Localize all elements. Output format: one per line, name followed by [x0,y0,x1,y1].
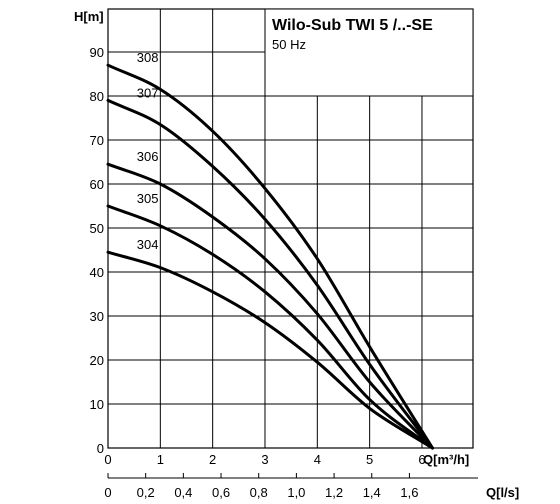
x2-axis-title: Q[l/s] [486,485,519,500]
x2-tick-label: 1,4 [363,485,381,500]
x-tick-label: 6 [418,452,425,467]
x-tick-label: 3 [261,452,268,467]
x2-tick-label: 0,6 [212,485,230,500]
y-tick-label: 80 [90,89,104,104]
y-tick-label: 20 [90,353,104,368]
curve-304 [106,250,434,450]
x-tick-labels: 0 1 2 3 4 5 6 [104,452,425,467]
x2-tick-label: 0,4 [174,485,192,500]
y-tick-label: 90 [90,45,104,60]
x2-tick-label: 1,2 [325,485,343,500]
x-tick-label: 1 [157,452,164,467]
x-tick-label: 2 [209,452,216,467]
x-axis-title: Q[m³/h] [423,452,469,467]
curve-307 [106,98,434,450]
curve-308 [106,63,434,450]
y-tick-label: 30 [90,309,104,324]
curve-label-308: 308 [137,50,159,65]
y-tick-labels: 0 10 20 30 40 50 60 70 80 90 [90,45,104,456]
x2-tick-label: 0,2 [137,485,155,500]
y-tick-label: 50 [90,221,104,236]
curve-label-306: 306 [137,149,159,164]
y-tick-label: 10 [90,397,104,412]
y-axis-title: H[m] [74,9,104,24]
x2-tick-label: 0,8 [250,485,268,500]
secondary-x-axis: 0 0,2 0,4 0,6 0,8 1,0 1,2 1,4 1,6 [104,473,478,500]
y-tick-label: 0 [97,441,104,456]
curve-label-304: 304 [137,237,159,252]
x2-tick-label: 0 [104,485,111,500]
curve-label-305: 305 [137,191,159,206]
curves [106,63,434,450]
x-tick-label: 5 [366,452,373,467]
x2-tick-label: 1,0 [287,485,305,500]
y-tick-label: 40 [90,265,104,280]
x2-tick-label: 1,6 [400,485,418,500]
x-tick-label: 0 [104,452,111,467]
x-tick-label: 4 [314,452,321,467]
curve-306 [106,162,434,450]
chart-title: Wilo-Sub TWI 5 /..-SE [272,17,433,34]
title-box: Wilo-Sub TWI 5 /..-SE 50 Hz [264,8,474,97]
curve-label-307: 307 [137,85,159,100]
title-box-frame [264,8,474,97]
y-tick-label: 70 [90,133,104,148]
curve-305 [106,204,434,450]
y-tick-label: 60 [90,177,104,192]
chart-subtitle: 50 Hz [272,37,306,52]
curve-labels: 308 307 306 305 304 [137,50,159,252]
